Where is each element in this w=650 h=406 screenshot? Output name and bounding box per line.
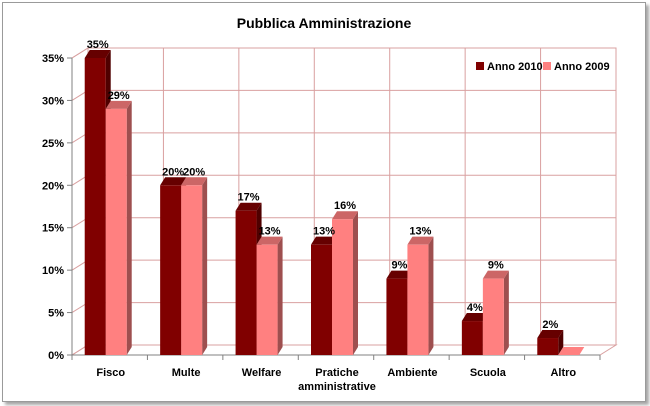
bar: [482, 270, 509, 355]
chart-title: Pubblica Amministrazione: [237, 15, 412, 31]
bar-top: [105, 100, 132, 109]
bar-top: [537, 330, 564, 339]
y-tick-label: 0%: [48, 350, 64, 362]
bar-top: [160, 177, 187, 186]
data-label: 13%: [313, 226, 335, 238]
bar-side: [353, 211, 358, 355]
data-label: 20%: [162, 166, 184, 178]
bar-side: [428, 236, 434, 355]
legend-label: Anno 2010: [487, 61, 543, 73]
y-tick-label: 10%: [42, 265, 64, 277]
bar-front: [105, 108, 127, 356]
category-label: Welfare: [242, 367, 282, 379]
bar-front: [181, 185, 203, 355]
data-label: 16%: [334, 200, 356, 212]
bar-front: [84, 58, 106, 355]
bar-side: [126, 100, 132, 356]
category-label: Fisco: [96, 367, 125, 379]
bar-front: [537, 338, 559, 355]
bar: [256, 236, 283, 355]
bar-front: [482, 278, 504, 355]
bar: [105, 100, 132, 356]
bar-side: [202, 177, 208, 355]
bar-front: [235, 210, 257, 355]
bar-top: [256, 236, 283, 245]
data-label: 13%: [409, 226, 431, 238]
bar-front: [386, 278, 408, 355]
legend-swatch: [476, 62, 484, 70]
y-tick-label: 5%: [48, 308, 64, 320]
y-tick-label: 35%: [42, 53, 64, 65]
bar-top: [311, 236, 337, 245]
data-label: 13%: [259, 226, 281, 238]
data-label: 9%: [488, 260, 504, 272]
bar: [558, 347, 585, 355]
data-label: 2%: [542, 319, 558, 331]
bar-top: [332, 211, 358, 220]
bar-top: [461, 313, 488, 322]
bar-side: [277, 236, 283, 355]
data-label: 17%: [238, 192, 260, 204]
bar-side: [558, 330, 564, 355]
data-label: 9%: [391, 260, 407, 272]
bar-front: [256, 244, 278, 355]
bar-side: [503, 270, 509, 355]
category-label: Scuola: [470, 367, 507, 379]
bar-top: [407, 236, 434, 245]
bar-top: [181, 177, 208, 186]
bar: [407, 236, 434, 355]
bars: [84, 50, 585, 356]
category-label: Multe: [172, 367, 201, 379]
legend: Anno 2010 Anno 2009: [476, 61, 610, 73]
data-label: 4%: [467, 302, 483, 314]
data-label: 20%: [183, 166, 205, 178]
bar-front: [311, 244, 332, 355]
y-tick-label: 30%: [42, 95, 64, 107]
bar-front: [461, 321, 483, 355]
y-axis: 0% 5% 10% 15% 20% 25% 30% 35%: [42, 53, 601, 362]
bar: [537, 330, 564, 355]
y-tick-label: 20%: [42, 180, 64, 192]
category-label: Ambiente: [387, 367, 437, 379]
bar-top: [558, 347, 585, 355]
category-label: Pratiche amministrative: [298, 367, 376, 393]
data-label: 29%: [108, 90, 130, 102]
data-label: 35%: [87, 39, 109, 51]
bar-top: [386, 270, 413, 279]
bar: [181, 177, 208, 355]
legend-item: Anno 2009: [543, 61, 610, 73]
y-tick-label: 15%: [42, 223, 64, 235]
grid: [70, 47, 618, 356]
legend-item: Anno 2010: [476, 61, 543, 73]
bar-top: [84, 50, 111, 58]
bar-front: [332, 219, 353, 355]
data-labels: 35% 29% 20%20% 17% 13% 13% 16% 9% 13% 4% 9% 2%: [87, 39, 559, 331]
y-tick-label: 25%: [42, 138, 64, 150]
bar-front: [160, 185, 182, 355]
legend-swatch: [543, 62, 551, 70]
category-label: Altro: [550, 367, 576, 379]
bar-front: [407, 244, 429, 355]
x-axis: Fisco Multe Welfare Pratiche amministrative A…: [96, 367, 576, 393]
bar: [332, 211, 358, 355]
bar-top: [235, 202, 262, 211]
bar-top: [482, 270, 509, 279]
legend-label: Anno 2009: [554, 61, 610, 73]
